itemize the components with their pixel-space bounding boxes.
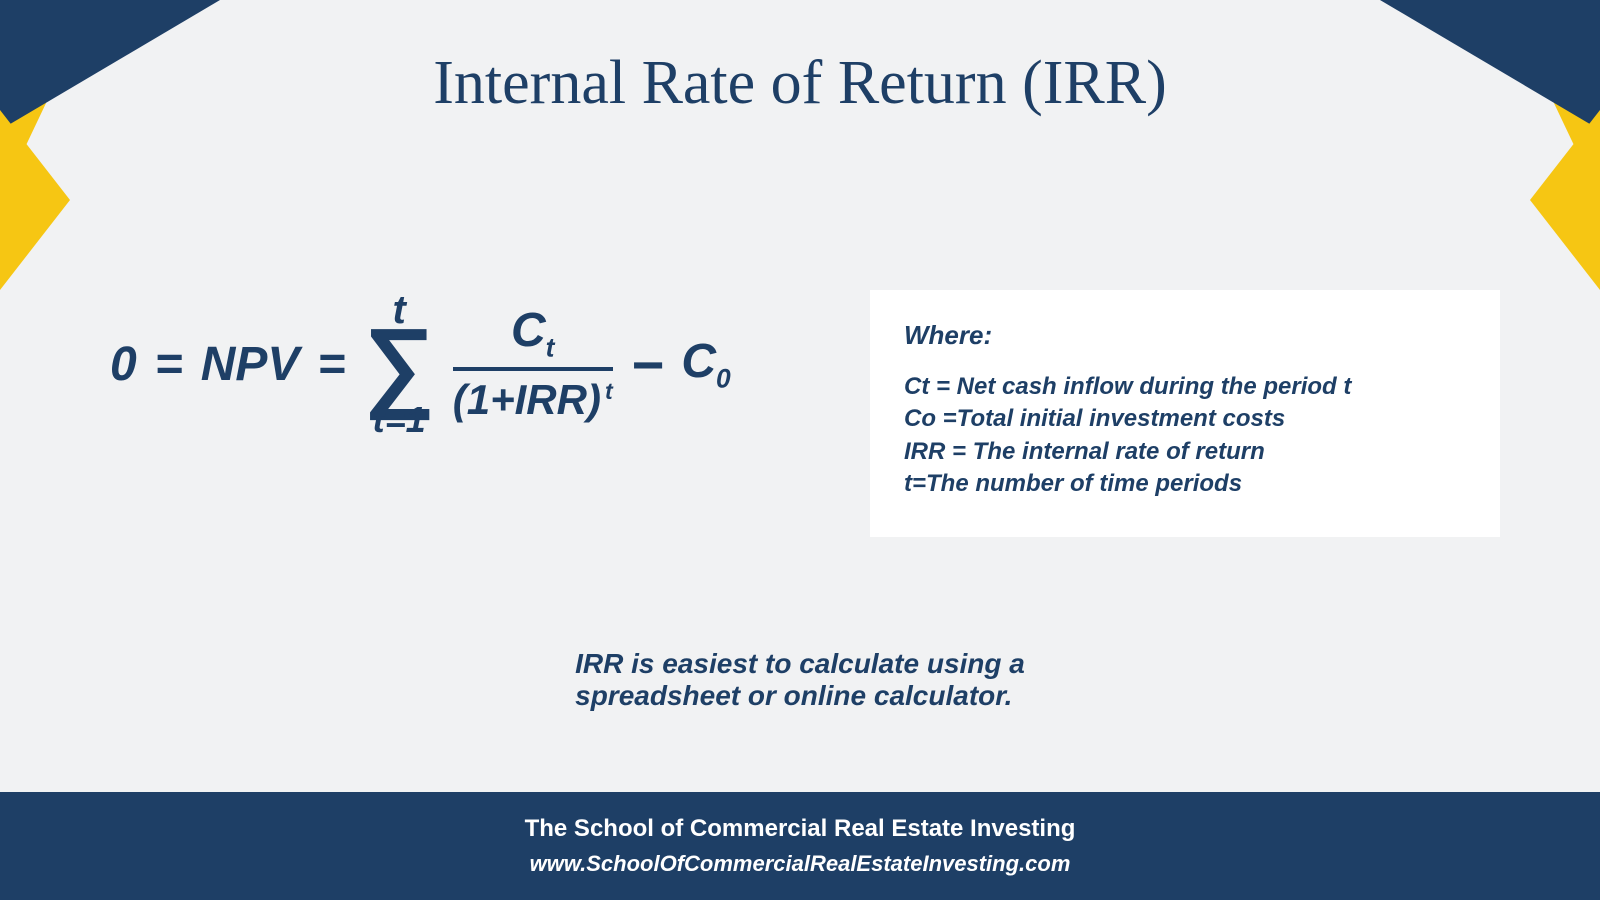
minus-sign: −: [631, 332, 664, 397]
fraction-block: Ct (1+IRR)t: [453, 305, 613, 423]
denominator-sup: t: [605, 378, 613, 404]
sigma-lower: t=1: [373, 402, 426, 438]
where-heading: Where:: [904, 320, 1466, 351]
note-line-2: spreadsheet or online calculator.: [575, 680, 1012, 711]
irr-formula: 0 = NPV = t ∑ t=1 Ct (1+IRR)t − C0: [110, 290, 731, 438]
formula-zero: 0: [110, 337, 137, 392]
definitions-box: Where: Ct = Net cash inflow during the p…: [870, 290, 1500, 537]
fraction-numerator: Ct: [497, 305, 568, 367]
tail-term: C0: [681, 334, 730, 395]
footer-url: www.SchoolOfCommercialRealEstateInvestin…: [0, 851, 1600, 877]
fraction-denominator: (1+IRR)t: [453, 371, 613, 423]
note-line-1: IRR is easiest to calculate using a: [575, 648, 1025, 679]
footer-bar: The School of Commercial Real Estate Inv…: [0, 792, 1600, 900]
definition-co: Co =Total initial investment costs: [904, 403, 1466, 435]
page-title: Internal Rate of Return (IRR): [0, 48, 1600, 119]
sigma-block: t ∑ t=1: [363, 290, 434, 438]
formula-npv: NPV: [201, 337, 300, 392]
numerator-sub: t: [546, 333, 555, 363]
numerator-c: C: [511, 304, 546, 357]
tail-sub: 0: [716, 363, 731, 393]
equals-2: =: [317, 337, 345, 392]
equals-1: =: [155, 337, 183, 392]
sigma-symbol: ∑: [363, 324, 434, 404]
footnote: IRR is easiest to calculate using a spre…: [0, 648, 1600, 712]
denominator-base: (1+IRR): [453, 376, 601, 423]
corner-gold-side-right: [1530, 110, 1600, 290]
definition-ct: Ct = Net cash inflow during the period t: [904, 371, 1466, 403]
tail-c: C: [681, 335, 716, 388]
definition-t: t=The number of time periods: [904, 468, 1466, 500]
definition-irr: IRR = The internal rate of return: [904, 436, 1466, 468]
footer-org: The School of Commercial Real Estate Inv…: [0, 815, 1600, 843]
corner-gold-side-left: [0, 110, 70, 290]
